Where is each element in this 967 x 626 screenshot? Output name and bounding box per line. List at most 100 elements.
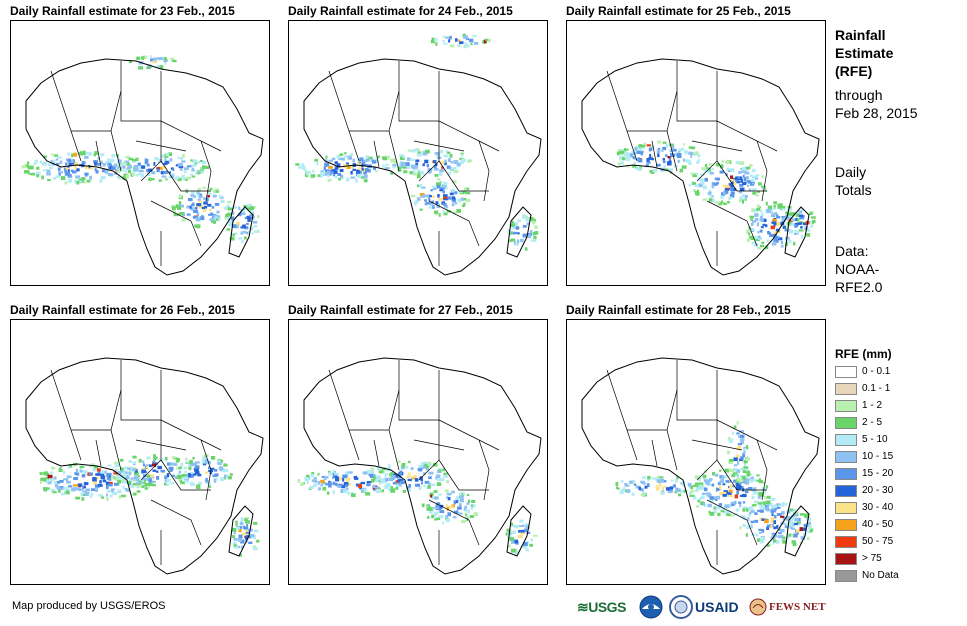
panel-title: Daily Rainfall estimate for 28 Feb., 201…: [566, 303, 791, 317]
legend-item: 5 - 10: [835, 433, 945, 447]
product-title-line: (RFE): [835, 63, 873, 79]
map-panel-25-feb: Daily Rainfall estimate for 25 Feb., 201…: [566, 4, 826, 286]
legend-label: No Data: [862, 570, 899, 581]
rainfall-field: [39, 454, 260, 557]
country-borders: [328, 61, 500, 266]
madagascar-outline: [228, 206, 254, 258]
legend-label: 0.1 - 1: [862, 383, 891, 394]
legend-item: 1 - 2: [835, 399, 945, 413]
fews-net-logo: FEWS NET: [749, 594, 829, 620]
legend-swatch: [835, 366, 857, 378]
rainfall-map: [10, 319, 270, 585]
panel-title: Daily Rainfall estimate for 25 Feb., 201…: [566, 4, 791, 18]
legend-label: 50 - 75: [862, 536, 894, 547]
africa-map-svg: [581, 357, 820, 575]
map-panel-23-feb: Daily Rainfall estimate for 23 Feb., 201…: [10, 4, 270, 286]
panel-title: Daily Rainfall estimate for 26 Feb., 201…: [10, 303, 235, 317]
map-panel-24-feb: Daily Rainfall estimate for 24 Feb., 201…: [288, 4, 548, 286]
legend-swatch: [835, 570, 857, 582]
legend-label: 5 - 10: [862, 434, 888, 445]
country-borders: [328, 360, 500, 565]
totals-label: Daily Totals: [835, 163, 872, 199]
legend-swatch: [835, 451, 857, 463]
legend-label: 15 - 20: [862, 468, 894, 479]
map-credit: Map produced by USGS/EROS: [12, 600, 166, 612]
africa-map-svg: [297, 357, 542, 575]
data-source-line: Data:: [835, 243, 869, 259]
fews-net-label: FEWS NET: [769, 601, 826, 613]
totals-line: Daily: [835, 164, 867, 180]
legend-label: 30 - 40: [862, 502, 894, 513]
noaa-logo: [639, 594, 665, 620]
legend-label: 0 - 0.1: [862, 366, 891, 377]
legend-item: 0 - 0.1: [835, 365, 945, 379]
legend-item: 50 - 75: [835, 535, 945, 549]
legend-item: 40 - 50: [835, 518, 945, 532]
rainfall-field: [21, 55, 260, 243]
legend-label: 1 - 2: [862, 400, 883, 411]
legend-swatch: [835, 485, 857, 497]
through-date: through Feb 28, 2015: [835, 86, 918, 122]
rainfall-field: [615, 421, 814, 547]
coastline: [25, 357, 264, 575]
legend-label: 20 - 30: [862, 485, 894, 496]
through-date-value: Feb 28, 2015: [835, 105, 918, 121]
usaid-logo: USAID: [695, 599, 739, 615]
legend-item: 30 - 40: [835, 501, 945, 515]
rainfall-field: [297, 460, 538, 555]
data-source-line: NOAA-: [835, 261, 880, 277]
coastline: [581, 357, 820, 575]
legend-swatch: [835, 468, 857, 480]
coastline: [303, 58, 542, 276]
legend-label: 40 - 50: [862, 519, 894, 530]
legend-item: 20 - 30: [835, 484, 945, 498]
legend-swatch: [835, 502, 857, 514]
legend-item: 2 - 5: [835, 416, 945, 430]
madagascar-outline: [506, 206, 532, 258]
country-borders: [606, 61, 778, 266]
legend-swatch: [835, 434, 857, 446]
rainfall-map: [10, 20, 270, 286]
product-title: Rainfall Estimate (RFE): [835, 26, 893, 80]
legend-swatch: [835, 417, 857, 429]
coastline: [25, 58, 264, 276]
panel-title: Daily Rainfall estimate for 27 Feb., 201…: [288, 303, 513, 317]
legend-swatch: [835, 400, 857, 412]
legend-label: 10 - 15: [862, 451, 894, 462]
panel-title: Daily Rainfall estimate for 23 Feb., 201…: [10, 4, 235, 18]
rainfall-map: [288, 20, 548, 286]
data-source-line: RFE2.0: [835, 279, 883, 295]
map-panel-28-feb: Daily Rainfall estimate for 28 Feb., 201…: [566, 303, 826, 585]
legend-item: 15 - 20: [835, 467, 945, 481]
seal-icon: [669, 594, 695, 620]
legend-title: RFE (mm): [835, 347, 892, 361]
legend-swatch: [835, 383, 857, 395]
legend-swatch: [835, 536, 857, 548]
data-source: Data: NOAA- RFE2.0: [835, 242, 882, 296]
rainfall-field: [616, 140, 816, 250]
country-borders: [606, 360, 778, 565]
agency-logos: ≋USGS USAID FEWS NET: [577, 594, 827, 620]
madagascar-outline: [784, 206, 810, 258]
legend-swatch: [835, 519, 857, 531]
rainfall-map: [566, 319, 826, 585]
africa-map-svg: [581, 58, 820, 276]
madagascar-outline: [228, 505, 254, 557]
madagascar-outline: [506, 505, 532, 557]
map-panel-27-feb: Daily Rainfall estimate for 27 Feb., 201…: [288, 303, 548, 585]
usgs-logo: ≋USGS: [577, 598, 626, 615]
legend-item: > 75: [835, 552, 945, 566]
legend-swatch: [835, 553, 857, 565]
panel-title: Daily Rainfall estimate for 24 Feb., 201…: [288, 4, 513, 18]
legend-label: 2 - 5: [862, 417, 883, 428]
coastline: [303, 357, 542, 575]
legend-item: 0.1 - 1: [835, 382, 945, 396]
coastline: [581, 58, 820, 276]
country-borders: [50, 61, 222, 266]
rainfall-map: [288, 319, 548, 585]
rainfall-map: [566, 20, 826, 286]
legend-item: 10 - 15: [835, 450, 945, 464]
madagascar-outline: [784, 505, 810, 557]
product-title-line: Estimate: [835, 45, 894, 61]
africa-map-svg: [21, 55, 264, 276]
